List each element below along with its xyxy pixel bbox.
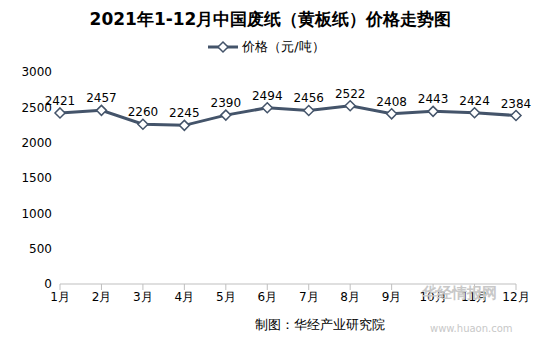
svg-text:500: 500 — [29, 242, 52, 256]
svg-text:2384: 2384 — [501, 97, 532, 111]
svg-text:2457: 2457 — [86, 91, 117, 105]
svg-text:2424: 2424 — [459, 94, 490, 108]
html-text:www.huaon.com: www.huaon.com — [430, 323, 513, 334]
svg-text:4月: 4月 — [175, 290, 195, 304]
svg-text:2421: 2421 — [45, 94, 76, 108]
svg-text:2522: 2522 — [335, 87, 366, 101]
svg-text:3000: 3000 — [21, 65, 52, 79]
html-text:制图：华经产业研究院: 制图：华经产业研究院 — [255, 317, 385, 332]
svg-text:2456: 2456 — [293, 91, 324, 105]
svg-text:5月: 5月 — [216, 290, 236, 304]
svg-text:2500: 2500 — [21, 100, 52, 115]
svg-text:2245: 2245 — [169, 106, 200, 120]
svg-text:2494: 2494 — [252, 89, 283, 103]
svg-text:1月: 1月 — [50, 290, 70, 304]
svg-text:2260: 2260 — [128, 105, 159, 119]
svg-text:1000: 1000 — [21, 207, 52, 221]
svg-text:0: 0 — [44, 277, 52, 291]
html-text:价格（元/吨）: 价格（元/吨） — [242, 39, 325, 54]
svg-text:3月: 3月 — [133, 290, 153, 304]
svg-text:7月: 7月 — [299, 290, 319, 304]
svg-text:2000: 2000 — [21, 136, 52, 150]
svg-text:6月: 6月 — [257, 290, 277, 304]
svg-text:2月: 2月 — [92, 290, 112, 304]
html-text:华经情报网: 华经情报网 — [422, 284, 497, 302]
svg-text:1500: 1500 — [21, 171, 52, 185]
html-text:2021年1-12月中国废纸（黄板纸）价格走势图: 2021年1-12月中国废纸（黄板纸）价格走势图 — [89, 9, 452, 29]
svg-text:2390: 2390 — [211, 96, 242, 110]
svg-text:8月: 8月 — [340, 290, 360, 304]
svg-text:2408: 2408 — [376, 95, 407, 109]
svg-text:9月: 9月 — [382, 290, 402, 304]
svg-text:2443: 2443 — [418, 92, 449, 106]
svg-text:12月: 12月 — [502, 290, 529, 304]
